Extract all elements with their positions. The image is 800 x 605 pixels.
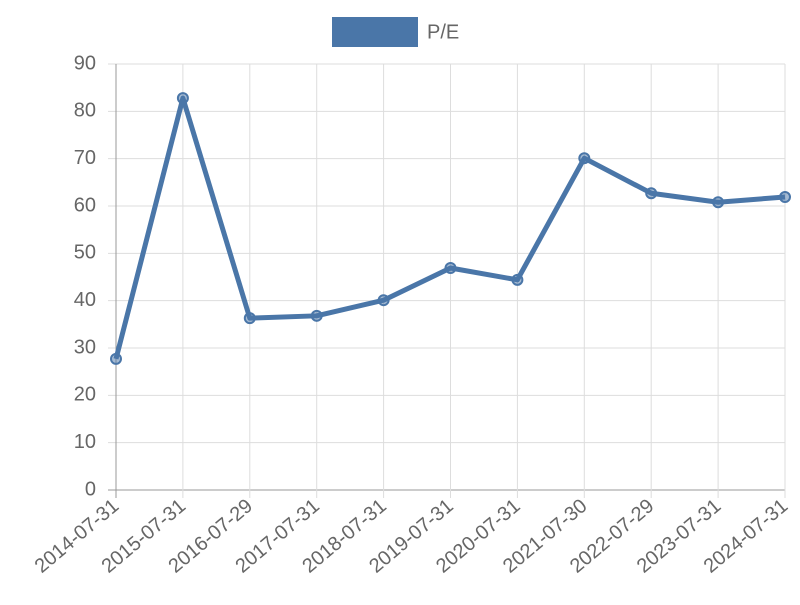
point (110, 352, 122, 365)
point (712, 196, 725, 209)
y-tick-label: 40 (74, 289, 96, 311)
point (578, 152, 591, 165)
point (377, 294, 390, 307)
y-tick-label: 50 (74, 242, 96, 264)
y-tick-label: 0 (85, 478, 96, 500)
point (779, 191, 791, 204)
legend-label: P/E (427, 21, 459, 43)
point (645, 187, 658, 200)
point (176, 92, 189, 105)
y-tick-label: 30 (74, 336, 96, 358)
y-tick-label: 80 (74, 100, 96, 122)
point (444, 262, 457, 275)
point (310, 309, 323, 322)
y-tick-label: 20 (74, 384, 96, 406)
y-tick-label: 60 (74, 194, 96, 216)
y-tick-label: 70 (74, 147, 96, 169)
point (243, 312, 256, 325)
legend-swatch (332, 17, 418, 47)
y-tick-label: 90 (74, 52, 96, 74)
y-tick-label: 10 (74, 431, 96, 453)
point (511, 273, 524, 286)
